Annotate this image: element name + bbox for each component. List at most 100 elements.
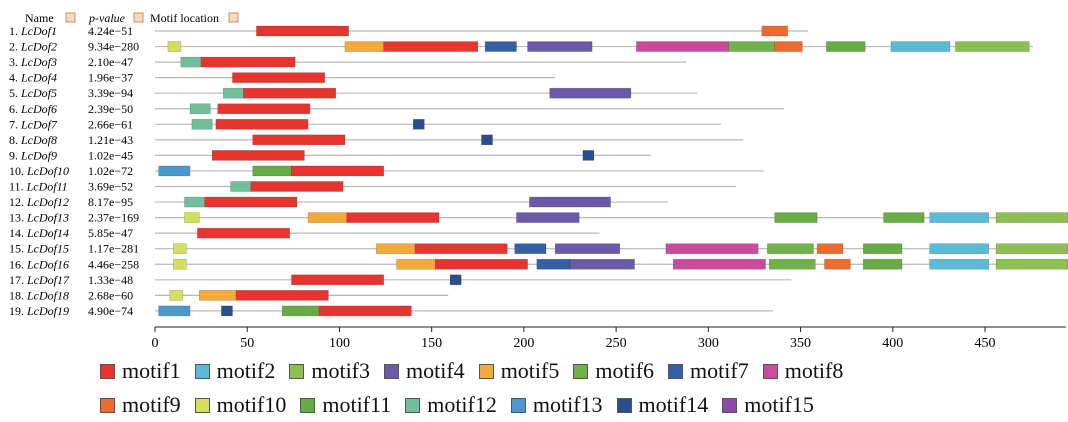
gene-name: LcDof13 — [26, 211, 69, 225]
motif8-block — [672, 258, 766, 270]
motif4-block — [554, 243, 621, 254]
legend-item-motif9: motif9 — [100, 392, 181, 418]
legend-label: motif9 — [122, 392, 181, 417]
gene-name: LcDof17 — [26, 273, 70, 287]
motif2-block — [890, 41, 951, 52]
gene-index: 4. — [9, 71, 21, 85]
legend-swatch — [762, 363, 778, 379]
legend-swatch — [289, 363, 305, 379]
legend-item-motif7: motif7 — [668, 358, 749, 384]
motif1-block — [346, 212, 440, 223]
header-row: Name p-value Motif location — [25, 11, 239, 25]
gene-row: 13. LcDof13 2.37e−169 — [9, 211, 1068, 225]
motif9-block — [774, 41, 803, 52]
filter-icon[interactable] — [228, 12, 239, 23]
gene-row: 17. LcDof17 1.33e−48 — [9, 273, 792, 287]
gene-row: 10. LcDof10 1.02e−72 — [9, 164, 764, 178]
motif-chart: Name p-value Motif location 1. LcDof1 4.2… — [9, 11, 1068, 351]
motif1-block — [256, 25, 349, 37]
x-tick-label: 150 — [421, 336, 442, 351]
motif10-block — [173, 258, 187, 270]
gene-label: 2. LcDof2 — [9, 40, 57, 54]
motif8-block — [665, 243, 759, 254]
legend-item-motif12: motif12 — [405, 392, 497, 418]
gene-index: 13. — [9, 211, 27, 225]
legend-label: motif13 — [532, 392, 603, 417]
legend-item-motif3: motif3 — [289, 358, 370, 384]
motif1-block — [215, 119, 309, 130]
motif6-block — [728, 41, 776, 52]
motif1-block — [383, 41, 479, 52]
gene-row: 2. LcDof2 9.34e−280 — [9, 40, 1033, 54]
legend-item-motif5: motif5 — [478, 358, 560, 384]
motif8-block — [636, 41, 729, 52]
gene-index: 12. — [9, 195, 27, 209]
gene-name: LcDof5 — [20, 86, 57, 100]
motif3-block — [995, 212, 1068, 223]
gene-index: 11. — [9, 180, 27, 194]
motif10-block — [173, 243, 187, 254]
gene-label: 19. LcDof19 — [9, 304, 69, 318]
motif5-block — [198, 290, 237, 301]
motif5-block — [344, 41, 385, 52]
motif5-block — [396, 258, 436, 270]
gene-index: 9. — [9, 148, 21, 162]
gene-pvalue: 2.39e−50 — [88, 102, 133, 116]
gene-row: 15. LcDof15 1.17e−281 — [9, 242, 1068, 256]
x-tick-label: 50 — [240, 336, 254, 351]
legend-label: motif3 — [311, 358, 371, 383]
legend-label: motif2 — [216, 358, 276, 383]
gene-index: 1. — [9, 24, 21, 38]
legend-item-motif11: motif11 — [300, 392, 391, 418]
gene-row: 19. LcDof19 4.90e−74 — [9, 304, 773, 318]
gene-index: 2. — [9, 40, 21, 54]
motif1-block — [232, 72, 325, 83]
filter-icon[interactable] — [65, 12, 76, 23]
gene-label: 3. LcDof3 — [9, 55, 57, 69]
motif9-block — [761, 25, 788, 37]
gene-name: LcDof12 — [26, 195, 69, 209]
gene-label: 11. LcDof11 — [9, 180, 68, 194]
motif6-block — [767, 243, 814, 254]
gene-index: 14. — [9, 226, 27, 240]
motif1-block — [197, 227, 290, 239]
motif7-block — [536, 258, 571, 270]
gene-pvalue: 3.69e−52 — [88, 180, 133, 194]
filter-icon[interactable] — [133, 12, 144, 23]
legend-swatch — [616, 397, 632, 413]
motif11-block — [862, 258, 903, 270]
motif2-block — [929, 243, 989, 254]
gene-index: 8. — [9, 133, 21, 147]
motif11-block — [774, 212, 818, 223]
gene-name: LcDof19 — [26, 304, 69, 318]
gene-row: 16. LcDof16 4.46e−258 — [9, 257, 1068, 271]
motif5-block — [307, 212, 348, 223]
gene-name: LcDof16 — [26, 257, 69, 271]
gene-index: 17. — [9, 273, 27, 287]
legend-label: motif5 — [500, 358, 560, 383]
motif1-block — [204, 196, 298, 208]
legend-item-motif1: motif1 — [100, 358, 181, 384]
gene-pvalue: 9.34e−280 — [88, 40, 139, 54]
gene-pvalue: 4.46e−258 — [88, 257, 139, 271]
legend-swatch — [510, 397, 526, 413]
gene-index: 7. — [9, 117, 21, 131]
gene-name: LcDof10 — [26, 164, 69, 178]
motif11-block — [826, 41, 866, 52]
gene-name: LcDof9 — [20, 148, 57, 162]
motif2-block — [929, 258, 989, 270]
motif14-block — [481, 134, 493, 146]
gene-label: 18. LcDof18 — [9, 288, 69, 302]
gene-row: 6. LcDof6 2.39e−50 — [9, 102, 784, 116]
legend-swatch — [300, 397, 316, 413]
gene-row: 11. LcDof11 3.69e−52 — [9, 180, 736, 194]
gene-name: LcDof6 — [20, 102, 57, 116]
motif10-block — [167, 41, 182, 52]
motif11-block — [883, 212, 925, 223]
gene-index: 16. — [9, 257, 27, 271]
gene-pvalue: 2.37e−169 — [88, 211, 139, 225]
header-location: Motif location — [150, 11, 219, 25]
legend-label: motif7 — [690, 358, 749, 383]
gene-pvalue: 2.68e−60 — [88, 288, 133, 302]
